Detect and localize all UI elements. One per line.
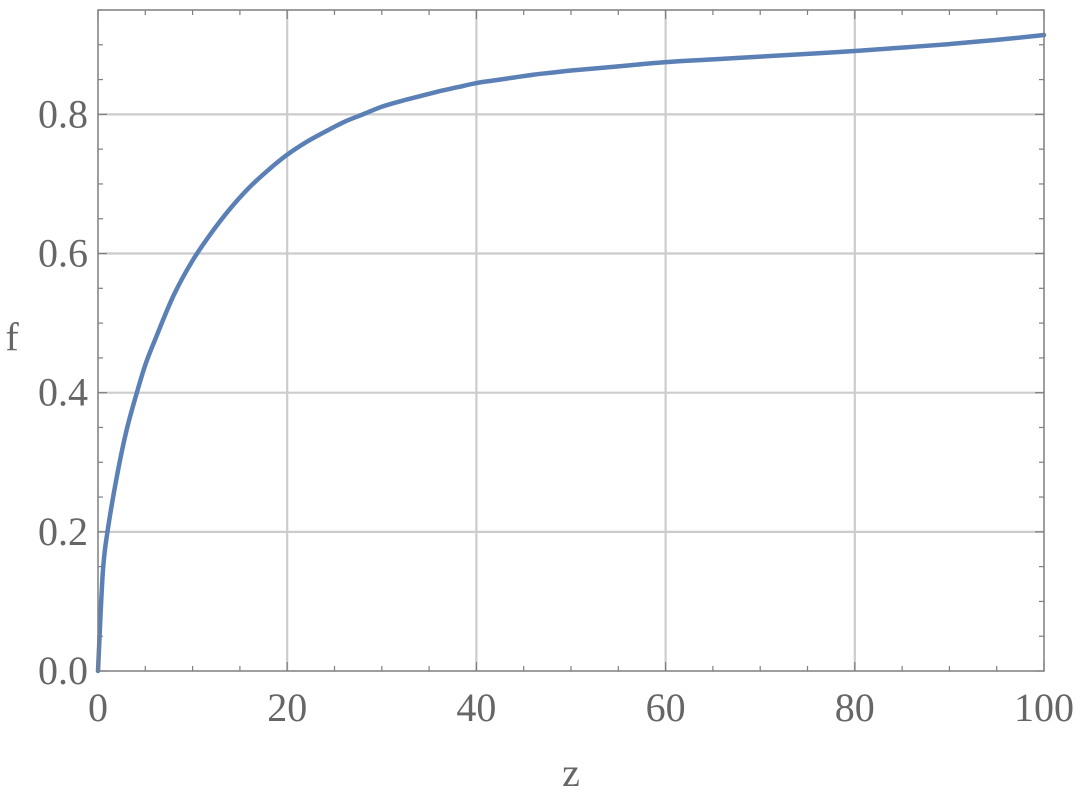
y-tick-label: 0.8 <box>38 91 88 136</box>
x-axis-label: z <box>562 750 580 795</box>
x-tick-labels: 0 20 40 60 80 100 <box>88 685 1074 730</box>
y-tick-label: 0.6 <box>38 231 88 276</box>
x-tick-label: 100 <box>1014 685 1074 730</box>
x-tick-label: 60 <box>646 685 686 730</box>
x-tick-label: 40 <box>456 685 496 730</box>
grid-layer <box>98 10 1044 671</box>
y-tick-label: 0.2 <box>38 509 88 554</box>
series-layer <box>95 32 1047 674</box>
x-tick-label: 0 <box>88 685 108 730</box>
x-tick-label: 20 <box>267 685 307 730</box>
plot-frame <box>97 9 1045 672</box>
minor-ticks-layer <box>97 9 1045 672</box>
x-tick-label: 80 <box>835 685 875 730</box>
series-line <box>95 32 1047 674</box>
y-tick-label: 0.4 <box>38 370 88 415</box>
y-tick-label: 0.0 <box>38 648 88 693</box>
y-tick-labels: 0.0 0.2 0.4 0.6 0.8 <box>38 91 88 693</box>
y-axis-label: f <box>5 315 19 360</box>
